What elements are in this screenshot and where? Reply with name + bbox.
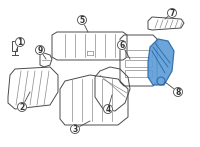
Text: 6: 6 [119, 41, 125, 50]
Text: 9: 9 [37, 46, 43, 55]
Text: 8: 8 [175, 87, 181, 96]
Circle shape [78, 15, 86, 25]
Text: 7: 7 [169, 9, 175, 17]
Circle shape [174, 87, 182, 96]
Text: 1: 1 [17, 37, 23, 46]
Text: 2: 2 [19, 102, 25, 112]
Polygon shape [148, 39, 174, 85]
Circle shape [18, 102, 26, 112]
Circle shape [104, 105, 112, 113]
Circle shape [16, 37, 24, 46]
Text: 3: 3 [72, 125, 78, 133]
Circle shape [168, 9, 177, 17]
Circle shape [118, 41, 127, 50]
Text: 5: 5 [79, 15, 85, 25]
Circle shape [70, 125, 80, 133]
Circle shape [36, 46, 44, 55]
Text: 4: 4 [105, 105, 111, 113]
